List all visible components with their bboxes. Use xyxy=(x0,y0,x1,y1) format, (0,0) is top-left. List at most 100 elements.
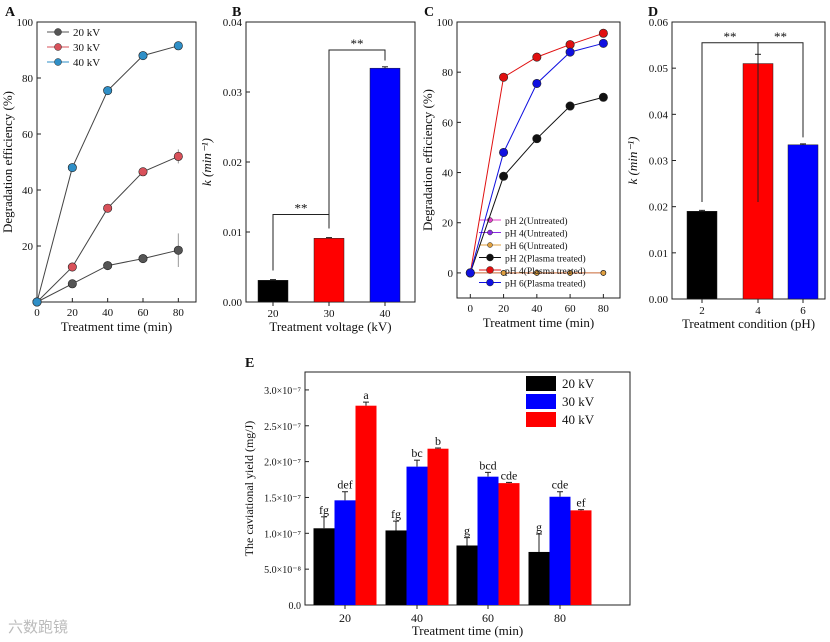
y-tick-label: 100 xyxy=(17,17,34,29)
legend-marker xyxy=(486,266,494,274)
legend-label: 30 kV xyxy=(73,42,100,54)
panel-B: B 0.00 0.01 0.02 0.03 0.04 Treatment voltage (… xyxy=(199,5,416,334)
x-tick-label: 80 xyxy=(554,611,566,625)
data-point xyxy=(138,51,148,61)
legend-marker xyxy=(486,278,494,287)
panel-label: E xyxy=(245,356,254,371)
data-point xyxy=(534,270,540,276)
data-point xyxy=(532,134,542,144)
bar xyxy=(570,510,592,605)
y-tick-label: 0.03 xyxy=(223,87,243,99)
x-tick-label: 20 xyxy=(339,611,351,625)
y-tick-label: 20 xyxy=(442,218,454,230)
legend-label: pH 4(Untreated) xyxy=(505,229,568,240)
watermark: 六数跑镜 xyxy=(8,618,69,636)
x-tick-label: 20 xyxy=(268,308,280,320)
x-tick-label: 60 xyxy=(138,307,150,319)
y-tick-label: 0.02 xyxy=(649,202,668,214)
legend-label: pH 6(Plasma treated) xyxy=(505,279,586,290)
x-axis-label: Treatment condition (pH) xyxy=(682,316,815,331)
bar xyxy=(334,500,356,605)
bar xyxy=(313,528,335,605)
x-tick-label: 40 xyxy=(531,303,543,315)
y-tick-label: 40 xyxy=(22,185,34,197)
legend-label: pH 6(Untreated) xyxy=(505,241,568,252)
legend-marker xyxy=(487,242,493,248)
bar xyxy=(385,530,407,605)
significance-letter: fg xyxy=(319,503,329,517)
significance-stars: ** xyxy=(724,29,737,44)
x-tick-label: 60 xyxy=(482,611,494,625)
y-tick-label: 1.5×10⁻⁷ xyxy=(264,493,301,504)
y-tick-label: 1.0×10⁻⁷ xyxy=(264,529,301,540)
data-point xyxy=(565,40,575,50)
legend-marker xyxy=(54,28,62,36)
significance-letter: g xyxy=(536,520,542,534)
y-tick-label: 0 xyxy=(448,268,454,280)
significance-bracket xyxy=(757,42,804,203)
significance-letter: cde xyxy=(552,478,569,492)
significance-letter: bcd xyxy=(479,458,496,472)
series-40-kv xyxy=(32,41,183,307)
data-point xyxy=(173,151,183,161)
x-tick-label: 0 xyxy=(468,303,474,315)
data-point xyxy=(67,279,77,289)
data-point xyxy=(173,245,183,255)
data-point xyxy=(138,254,148,264)
panel-D: D 0.00 0.01 0.02 0.03 0.04 0.05 0.06 Treatment c… xyxy=(625,5,826,331)
series-30-kv xyxy=(32,149,183,307)
legend-marker xyxy=(54,58,62,66)
data-point xyxy=(600,270,607,276)
plot-frame xyxy=(456,21,621,299)
y-tick-label: 0.00 xyxy=(223,297,243,309)
x-axis-label: Treatment time (min) xyxy=(483,315,594,330)
legend-label: 30 kV xyxy=(562,394,595,409)
bar xyxy=(498,483,520,605)
bar xyxy=(686,211,718,300)
series-ph-4-plasma-treated- xyxy=(465,28,608,278)
panel-label: B xyxy=(232,5,241,20)
data-point xyxy=(67,262,77,272)
y-tick-label: 0.0 xyxy=(289,601,302,612)
significance-letter: cde xyxy=(501,468,518,482)
data-point xyxy=(32,297,42,307)
bar xyxy=(427,448,449,605)
significance-letter: a xyxy=(363,388,369,402)
data-point xyxy=(532,52,542,62)
data-point xyxy=(598,38,608,48)
bar xyxy=(549,496,571,605)
x-tick-label: 20 xyxy=(498,303,510,315)
legend-label: 40 kV xyxy=(562,412,595,427)
x-tick-label: 80 xyxy=(598,303,610,315)
x-tick-label: 0 xyxy=(34,307,40,319)
data-point xyxy=(67,163,77,173)
x-axis-label: Treatment time (min) xyxy=(412,623,523,638)
bar xyxy=(528,551,550,605)
data-point xyxy=(103,261,113,271)
data-point xyxy=(499,171,509,181)
data-point xyxy=(465,268,475,278)
plot-frame xyxy=(36,21,197,303)
x-tick-label: 40 xyxy=(380,308,392,320)
bar xyxy=(787,144,819,300)
legend-swatch xyxy=(526,394,556,409)
data-point xyxy=(532,78,542,88)
significance-letter: b xyxy=(435,434,441,448)
data-point xyxy=(103,86,113,96)
y-axis-label: Degradation efficiency (%) xyxy=(420,89,435,231)
legend-marker xyxy=(487,229,493,236)
x-tick-label: 60 xyxy=(565,303,577,315)
y-axis-label: The caviational yield (mg/J) xyxy=(242,421,256,557)
bar xyxy=(456,545,478,605)
x-tick-label: 40 xyxy=(411,611,423,625)
y-tick-label: 40 xyxy=(442,168,454,180)
data-point xyxy=(598,28,608,38)
y-tick-label: 0.06 xyxy=(649,17,669,29)
significance-stars: ** xyxy=(774,29,787,44)
panel-A: A 20 40 60 80 100 Treatment time (min) Degradat… xyxy=(0,5,197,334)
data-point xyxy=(567,270,573,276)
y-tick-label: 0.01 xyxy=(649,248,668,260)
x-tick-label: 30 xyxy=(324,308,336,320)
legend-marker xyxy=(54,43,62,51)
